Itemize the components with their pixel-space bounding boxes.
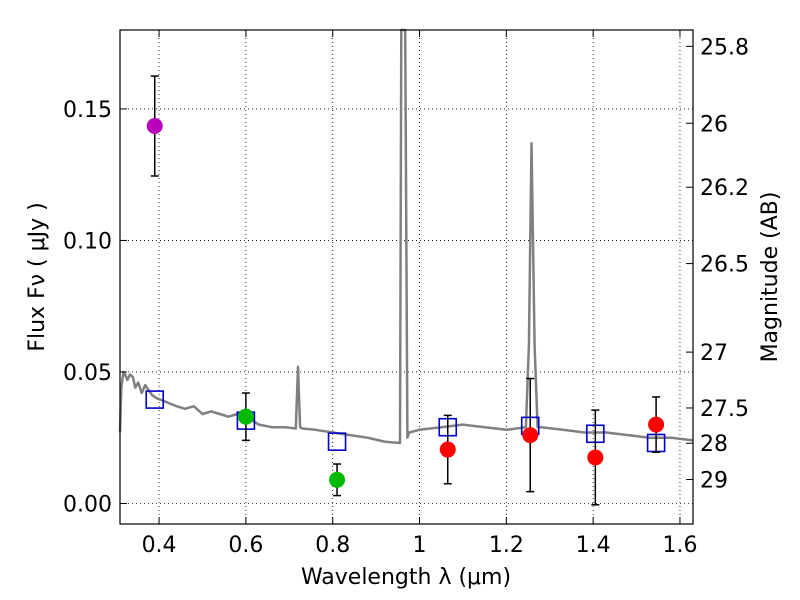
x-tick-label: 0.6 xyxy=(228,533,263,558)
y-tick-label: 0.15 xyxy=(63,98,112,123)
x-tick-label: 1 xyxy=(413,533,427,558)
observed-flux-point xyxy=(237,408,254,425)
y-tick-label: 0.05 xyxy=(63,361,112,386)
observed-flux-point xyxy=(648,416,665,433)
mag-tick-label: 29 xyxy=(700,468,728,493)
model-photometry-square xyxy=(327,432,347,451)
x-tick-label: 0.4 xyxy=(142,533,177,558)
y-axis-label: Flux Fν ( μJy ) xyxy=(25,202,50,351)
y-tick-label: 0.10 xyxy=(63,229,112,254)
observed-flux-point xyxy=(146,118,163,135)
x-tick-label: 1.6 xyxy=(662,533,697,558)
x-tick-label: 1.4 xyxy=(576,533,611,558)
mag-tick-label: 26 xyxy=(700,112,728,137)
mag-tick-label: 27 xyxy=(700,341,728,366)
observed-flux-point xyxy=(329,471,346,488)
right-axis-label: Magnitude (AB) xyxy=(758,192,783,363)
y-tick-label: 0.00 xyxy=(63,492,112,517)
axis-ticks: 0.4 0.6 0.8 1 1.2 1.4 1.6 0.00 0.05 0.10 0.15 25.8 2… xyxy=(63,30,749,558)
observed-flux-point xyxy=(587,449,604,466)
model-photometry-square xyxy=(145,390,165,409)
x-tick-label: 1.2 xyxy=(489,533,524,558)
plot-frame xyxy=(119,29,694,525)
x-axis-label: Wavelength λ (μm) xyxy=(301,565,511,590)
observed-flux-point xyxy=(522,427,539,444)
observed-flux-point xyxy=(439,441,456,458)
mag-tick-label: 27.5 xyxy=(700,397,749,422)
mag-tick-label: 26.2 xyxy=(700,176,749,201)
mag-tick-label: 28 xyxy=(700,432,728,457)
x-tick-label: 0.8 xyxy=(315,533,350,558)
mag-tick-label: 26.5 xyxy=(700,253,749,278)
model-spectrum-line xyxy=(118,28,694,445)
data-layer xyxy=(118,28,694,506)
mag-tick-label: 25.8 xyxy=(700,35,749,60)
